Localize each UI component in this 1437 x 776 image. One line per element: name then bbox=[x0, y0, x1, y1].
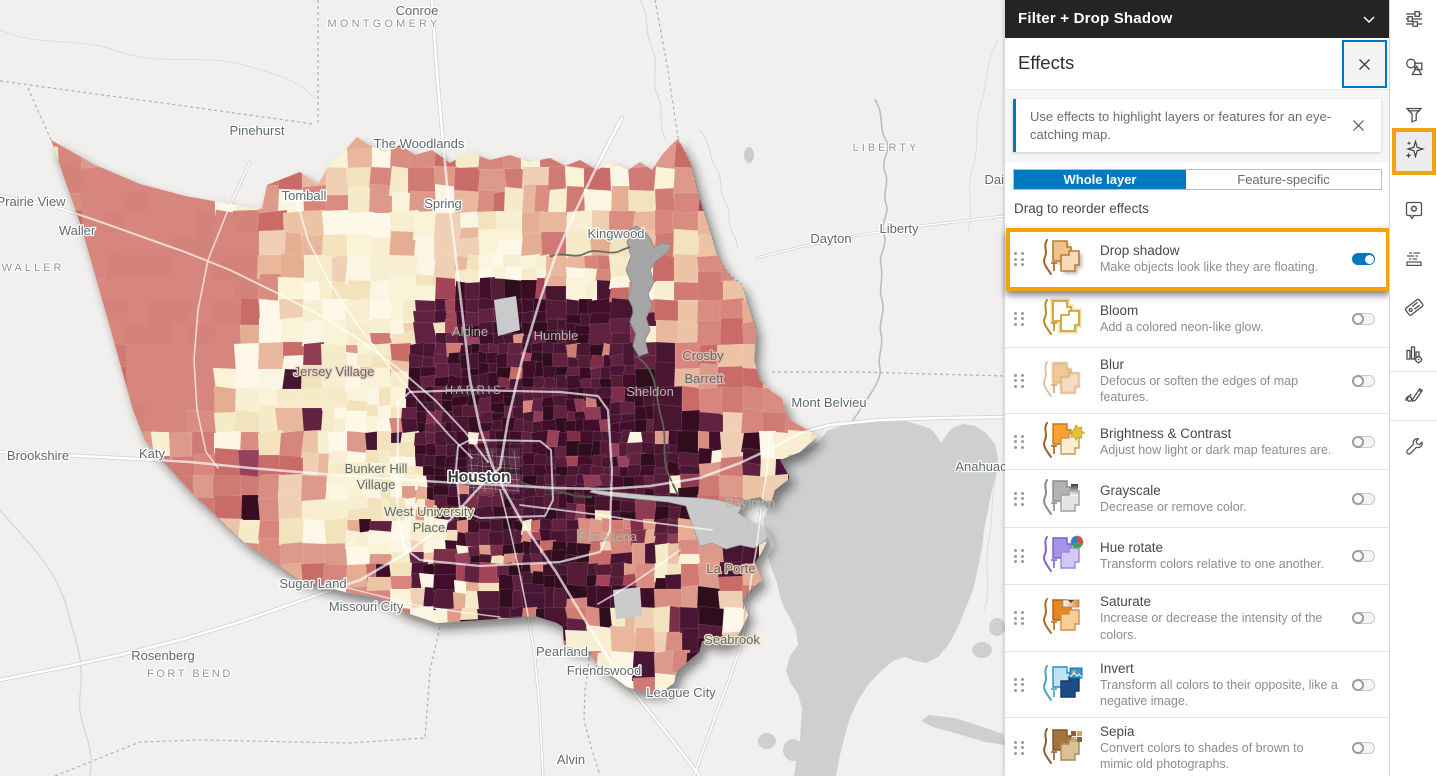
svg-text:Tomball: Tomball bbox=[282, 188, 327, 203]
svg-text:Alvin: Alvin bbox=[557, 752, 585, 767]
svg-text:Aldine: Aldine bbox=[452, 324, 488, 339]
svg-text:Jersey Village: Jersey Village bbox=[294, 364, 375, 379]
svg-text:WALLER: WALLER bbox=[2, 262, 65, 274]
svg-text:Dai: Dai bbox=[984, 172, 1004, 187]
svg-text:Friendswood: Friendswood bbox=[567, 663, 641, 678]
svg-text:Barrett: Barrett bbox=[684, 371, 723, 386]
svg-text:Humble: Humble bbox=[534, 328, 579, 343]
svg-text:Liberty: Liberty bbox=[879, 221, 919, 236]
svg-text:Kingwood: Kingwood bbox=[587, 226, 644, 241]
svg-text:Sheldon: Sheldon bbox=[626, 384, 674, 399]
svg-text:Houston: Houston bbox=[448, 469, 511, 486]
svg-text:Brookshire: Brookshire bbox=[7, 448, 69, 463]
svg-text:Baytown: Baytown bbox=[725, 495, 775, 510]
svg-text:Waller: Waller bbox=[59, 223, 96, 238]
svg-text:LIBERTY: LIBERTY bbox=[853, 142, 920, 154]
svg-text:Place: Place bbox=[413, 520, 446, 535]
svg-text:League City: League City bbox=[646, 685, 716, 700]
svg-text:Mont Belvieu: Mont Belvieu bbox=[791, 395, 866, 410]
svg-text:Rosenberg: Rosenberg bbox=[131, 648, 195, 663]
svg-text:Conroe: Conroe bbox=[396, 3, 439, 18]
svg-text:La Porte: La Porte bbox=[706, 561, 755, 576]
svg-text:The Woodlands: The Woodlands bbox=[374, 136, 465, 151]
svg-text:MONTGOMERY: MONTGOMERY bbox=[327, 18, 440, 30]
svg-text:Pinehurst: Pinehurst bbox=[230, 123, 285, 138]
svg-text:Prairie View: Prairie View bbox=[0, 194, 66, 209]
svg-text:Dayton: Dayton bbox=[810, 231, 851, 246]
svg-text:Village: Village bbox=[357, 477, 396, 492]
svg-text:West University: West University bbox=[384, 504, 475, 519]
svg-text:Seabrook: Seabrook bbox=[704, 632, 760, 647]
svg-text:Sugar Land: Sugar Land bbox=[279, 576, 346, 591]
svg-text:Pearland: Pearland bbox=[536, 644, 588, 659]
svg-text:HARRIS: HARRIS bbox=[445, 385, 503, 397]
svg-text:Anahuac: Anahuac bbox=[955, 459, 1005, 474]
svg-text:Pasadena: Pasadena bbox=[579, 529, 638, 544]
svg-text:FORT BEND: FORT BEND bbox=[147, 668, 233, 680]
svg-text:Crosby: Crosby bbox=[682, 348, 724, 363]
svg-text:Missouri City: Missouri City bbox=[329, 599, 404, 614]
svg-text:Bunker Hill: Bunker Hill bbox=[345, 461, 408, 476]
svg-text:Spring: Spring bbox=[424, 196, 462, 211]
svg-text:Katy: Katy bbox=[139, 446, 166, 461]
